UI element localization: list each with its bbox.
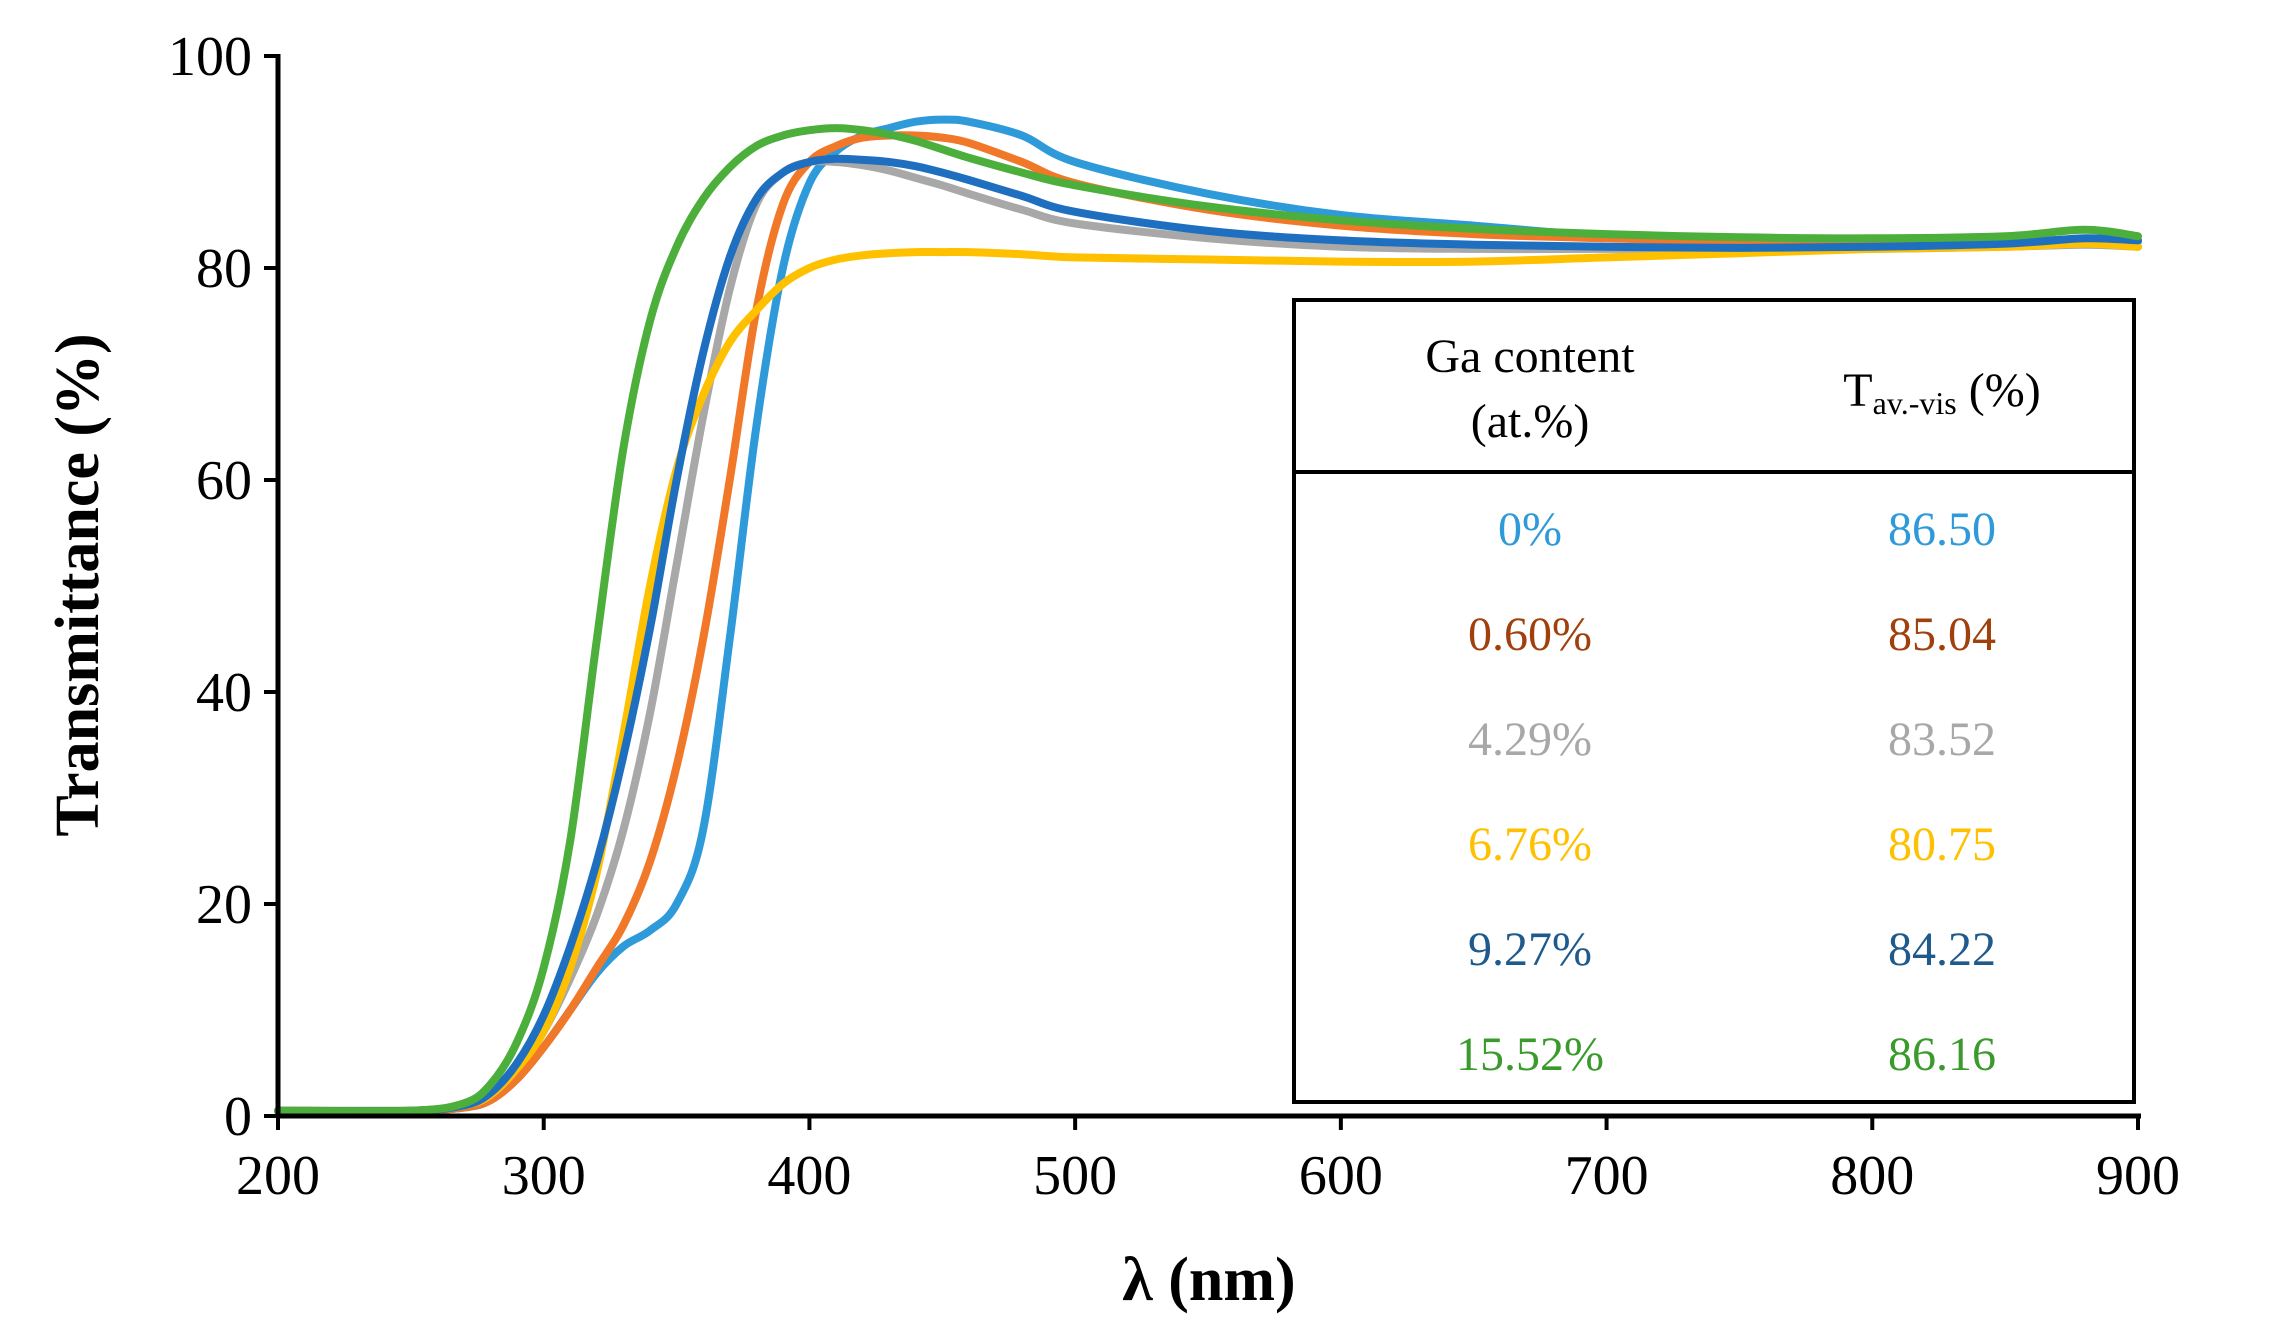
legend-row-ga-1: 0.60% <box>1468 608 1592 661</box>
legend-row-tav-3: 80.75 <box>1888 818 1996 871</box>
series-line-5 <box>274 124 2142 1116</box>
legend-header-tav-suffix: (%) <box>1957 364 2041 417</box>
legend-rows: 0% 86.50 0.60% 85.04 4.29% 83.52 6.76% 80.75 9.2… <box>1456 503 1996 1081</box>
legend-row-tav-0: 86.50 <box>1888 503 1996 556</box>
ticks-layer: 0 20 40 60 80 100 200 300 400 500 600 700 800 900 <box>168 26 2180 1207</box>
legend-table: Ga content (at.%) Tav.-vis (%) 0% 86.50 0.… <box>1292 298 2136 1104</box>
legend-table-border <box>1292 298 2136 1104</box>
series-line-4 <box>274 154 2142 1116</box>
y-tick-label-20: 20 <box>196 874 252 936</box>
legend-row-ga-2: 4.29% <box>1468 713 1592 766</box>
x-tick-label-600: 600 <box>1299 1145 1383 1207</box>
legend-header-tav-main: T <box>1843 364 1872 417</box>
legend-header-ga-line2: (at.%) <box>1471 395 1590 448</box>
y-axis-title: Transmittance (%) <box>44 333 112 836</box>
legend-row-ga-4: 9.27% <box>1468 923 1592 976</box>
series-layer <box>274 115 2142 1116</box>
y-tick-label-40: 40 <box>196 662 252 724</box>
series-line-1 <box>274 131 2142 1115</box>
x-tick-label-900: 900 <box>2096 1145 2180 1207</box>
y-tick-label-60: 60 <box>196 450 252 512</box>
y-tick-label-100: 100 <box>168 26 252 88</box>
axes-layer <box>275 54 2141 1119</box>
legend-row-ga-0: 0% <box>1498 503 1562 556</box>
y-tick-label-0: 0 <box>224 1086 252 1148</box>
x-tick-label-400: 400 <box>767 1145 851 1207</box>
legend-row-ga-3: 6.76% <box>1468 818 1592 871</box>
series-line-3 <box>274 239 2142 1116</box>
x-tick-label-500: 500 <box>1033 1145 1117 1207</box>
legend-row-tav-5: 86.16 <box>1888 1028 1996 1081</box>
legend-row-tav-4: 84.22 <box>1888 923 1996 976</box>
x-tick-label-200: 200 <box>236 1145 320 1207</box>
legend-row-tav-1: 85.04 <box>1888 608 1996 661</box>
x-tick-label-800: 800 <box>1830 1145 1914 1207</box>
y-tick-label-80: 80 <box>196 238 252 300</box>
legend-row-ga-5: 15.52% <box>1456 1028 1604 1081</box>
legend-header-ga-line1: Ga content <box>1425 330 1635 383</box>
legend-header-tav-sub: av.-vis <box>1873 385 1957 421</box>
legend-header-tav: Tav.-vis (%) <box>1843 364 2040 421</box>
legend-row-tav-2: 83.52 <box>1888 713 1996 766</box>
x-axis-title: λ (nm) <box>1122 1246 1295 1314</box>
x-tick-label-300: 300 <box>502 1145 586 1207</box>
x-tick-label-700: 700 <box>1565 1145 1649 1207</box>
